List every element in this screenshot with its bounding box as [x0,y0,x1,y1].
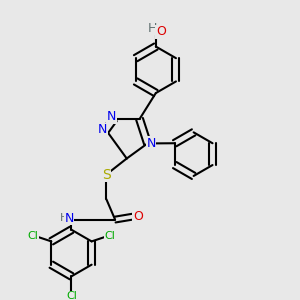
Text: S: S [102,167,111,182]
Text: Cl: Cl [66,291,77,300]
Text: O: O [156,26,166,38]
Text: H: H [60,213,68,223]
Text: N: N [64,212,74,225]
Text: O: O [133,210,143,223]
Text: H: H [148,22,158,35]
Text: N: N [98,124,107,136]
Text: N: N [107,110,116,123]
Text: Cl: Cl [104,232,116,242]
Text: Cl: Cl [28,232,38,242]
Text: N: N [146,137,156,150]
